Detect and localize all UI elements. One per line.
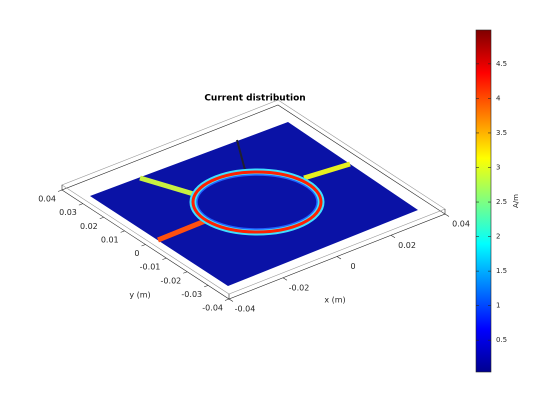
x-tick (390, 234, 396, 239)
y-axis-label: y (m) (129, 291, 150, 300)
chart-title: Current distribution (204, 94, 305, 104)
colorbar-tick-label: 2 (496, 233, 500, 241)
y-tick-label: -0.01 (140, 263, 161, 272)
ring-inner (196, 174, 318, 230)
colorbar-tick-label: 4 (496, 94, 501, 102)
feed-arm (157, 218, 206, 243)
y-tick (78, 203, 83, 206)
x-tick (228, 298, 234, 302)
colorbar-tick-label: 1.5 (496, 267, 507, 275)
y-tick-label: -0.02 (161, 276, 182, 285)
y-tick-label: -0.04 (202, 304, 223, 313)
y-tick-label: 0 (134, 249, 139, 258)
colorbar (475, 29, 492, 373)
x-tick-label: 0 (350, 262, 355, 271)
x-tick (444, 213, 450, 217)
y-tick (162, 257, 167, 260)
x-axis-label: x (m) (324, 296, 345, 305)
colorbar-tick-label: 3.5 (496, 129, 507, 137)
x-tick-label: -0.02 (289, 283, 310, 292)
colorbar-tick-label: 3 (496, 163, 500, 171)
y-tick (57, 189, 63, 192)
colorbar-tick-label: 1 (496, 302, 500, 310)
y-tick-label: -0.03 (181, 290, 202, 299)
y-tick-label: 0.02 (80, 222, 98, 231)
y-tick (204, 285, 209, 288)
x-tick-label: 0.02 (398, 241, 416, 250)
y-tick-label: 0.03 (59, 208, 77, 217)
x-tick (336, 256, 342, 260)
y-tick (224, 298, 230, 301)
feed-arm (303, 161, 351, 181)
y-tick-label: 0.01 (101, 235, 119, 244)
colorbar-label: A/m (512, 194, 520, 208)
y-tick (141, 244, 146, 247)
y-tick (120, 230, 125, 233)
colorbar-tick-label: 2.5 (496, 198, 507, 206)
x-tick-label: -0.04 (235, 305, 256, 314)
feed-arm (139, 175, 198, 198)
y-tick (183, 271, 188, 274)
feed-line (236, 139, 246, 171)
x-tick (282, 277, 288, 281)
colorbar-tick-label: 4.5 (496, 60, 507, 68)
colorbar-tick-label: 0.5 (496, 336, 507, 344)
y-tick (99, 216, 104, 220)
x-tick-label: 0.04 (452, 220, 470, 229)
y-tick-label: 0.04 (38, 195, 56, 204)
surface (90, 122, 418, 286)
ring (191, 170, 323, 234)
